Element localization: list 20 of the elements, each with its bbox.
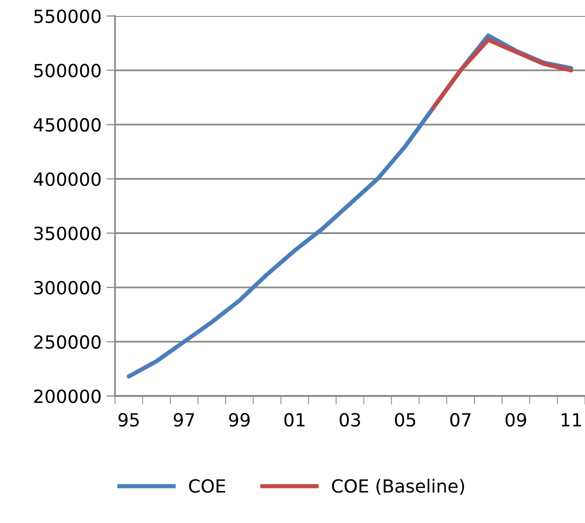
y-tick-label: 300000: [34, 280, 101, 295]
x-tick-label: 07: [450, 412, 471, 427]
line-series: [430, 38, 574, 110]
x-tick-label: 09: [506, 412, 526, 427]
x-tick-label: 01: [284, 412, 305, 427]
y-tick-label: 200000: [34, 389, 101, 404]
x-tick-label: 95: [118, 412, 139, 427]
y-tick-label: 450000: [34, 118, 101, 132]
y-tick-label: 250000: [34, 335, 101, 349]
x-tick-label: 99: [229, 412, 250, 427]
y-tick-label: 350000: [34, 226, 101, 240]
y-tick-label: 550000: [34, 9, 101, 24]
x-tick-label: 03: [340, 412, 360, 427]
x-tick-label: 97: [174, 412, 194, 427]
y-tick-label: 500000: [34, 64, 101, 78]
x-tick-label: 05: [394, 412, 416, 427]
x-tick-label: 11: [562, 413, 581, 426]
y-tick-label: 400000: [34, 172, 101, 186]
legend-label: COE: [189, 479, 226, 493]
legend-label: COE (Baseline): [332, 478, 464, 495]
